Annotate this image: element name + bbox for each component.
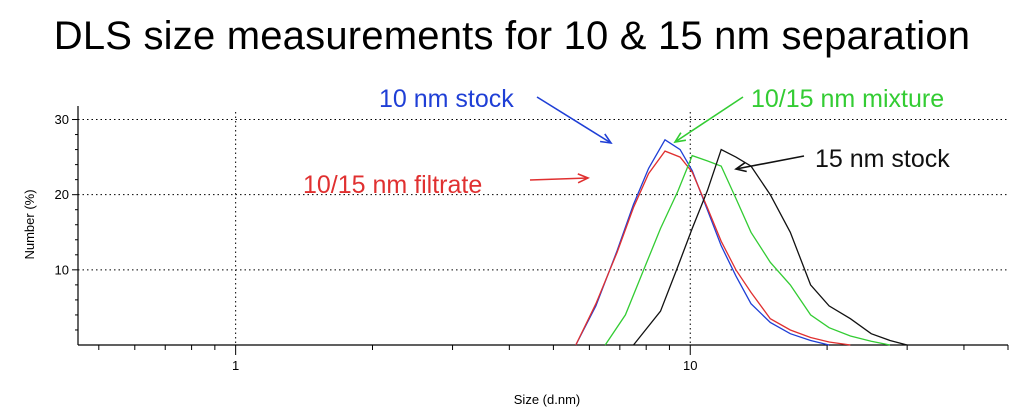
y-tick-label: 20 — [55, 187, 69, 202]
grid-layer — [78, 112, 1008, 345]
chart-title: DLS size measurements for 10 & 15 nm sep… — [53, 14, 971, 58]
arrow-shaft-10-nm-stock — [536, 96, 612, 144]
x-axis-label: Size (d.nm) — [514, 392, 580, 407]
arrow-shaft-15-nm-stock — [735, 155, 805, 170]
y-tick-label: 10 — [55, 262, 69, 277]
series-line-10-15-nm-filtrate — [575, 150, 851, 346]
legend-label-10-15-nm-filtrate: 10/15 nm filtrate — [303, 171, 482, 199]
annotation-layer: 10 nm stock 10/15 nm filtrate 10/15 nm mix… — [303, 85, 950, 199]
series-line-15-nm-stock — [632, 148, 908, 346]
arrow-head-10-15-nm-mixture — [673, 132, 687, 144]
arrow-shaft-10-15-nm-filtrate — [529, 177, 589, 181]
arrow-shaft-10-15-nm-mixture — [674, 96, 744, 143]
legend-label-10-nm-stock: 10 nm stock — [379, 85, 514, 113]
y-tick-label: 30 — [55, 112, 69, 127]
series-line-10-nm-stock — [575, 138, 830, 346]
legend-label-10-15-nm-mixture: 10/15 nm mixture — [751, 85, 944, 113]
arrow-head-10-nm-stock — [599, 133, 613, 145]
legend-label-15-nm-stock: 15 nm stock — [815, 145, 950, 173]
x-tick-label: 10 — [683, 358, 697, 373]
series-layer — [575, 138, 908, 346]
series-line-10-15-nm-mixture — [604, 154, 891, 346]
y-axis-label: Number (%) — [22, 189, 37, 259]
x-tick-label: 1 — [232, 358, 239, 373]
arrow-head-15-nm-stock — [734, 162, 747, 173]
axes-layer: 10 20 30 1 10 Size (d.nm) Number (%) — [22, 106, 1009, 407]
arrow-head-10-15-nm-filtrate — [577, 173, 590, 184]
